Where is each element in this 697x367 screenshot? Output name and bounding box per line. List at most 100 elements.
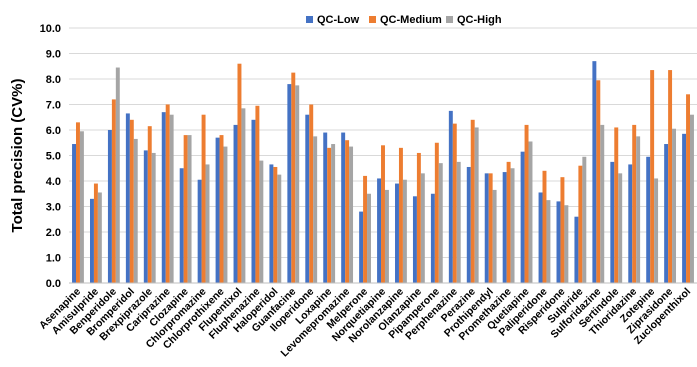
y-tick-label: 3.0 [46, 202, 61, 214]
legend-label-qc-high: QC-High [457, 14, 502, 26]
y-tick-label: 2.0 [46, 227, 61, 239]
bar-qc-medium [111, 99, 116, 284]
bar-qc-high [259, 160, 264, 283]
bar-qc-high [546, 200, 551, 283]
bar-qc-medium [201, 114, 206, 283]
bar-qc-medium [398, 147, 403, 283]
bar-qc-high [690, 114, 694, 283]
bar-qc-medium [506, 161, 511, 283]
bar-qc-high [492, 189, 497, 283]
bar-qc-high [438, 163, 443, 283]
bar-qc-high [79, 131, 84, 283]
bar-qc-high [313, 136, 318, 283]
bar-qc-high [672, 128, 677, 283]
bar-qc-low [125, 113, 130, 283]
bar-qc-medium [452, 123, 457, 283]
bar-qc-high [277, 174, 282, 283]
y-tick-label: 0.0 [46, 278, 61, 290]
bar-qc-medium [632, 124, 637, 284]
bar-qc-low [610, 161, 615, 283]
bar-qc-high [636, 136, 641, 283]
bar-qc-low [682, 133, 687, 283]
bar-qc-low [89, 198, 94, 283]
bar-qc-high [402, 179, 407, 283]
bar-qc-medium [327, 147, 332, 283]
bar-qc-low [143, 150, 148, 283]
bar-qc-low [215, 137, 220, 283]
bar-qc-medium [686, 94, 691, 283]
legend-label-qc-low: QC-Low [317, 14, 360, 26]
bar-qc-low [197, 179, 202, 283]
bar-qc-high [169, 114, 174, 283]
bar-qc-medium [614, 127, 619, 283]
bar-qc-medium [381, 145, 385, 283]
bar-qc-high [582, 156, 587, 283]
bar-qc-high [241, 108, 246, 283]
bar-qc-medium [560, 177, 565, 283]
y-tick-label: 4.0 [46, 176, 61, 188]
bar-qc-medium [578, 165, 583, 283]
bar-qc-high [295, 85, 300, 283]
bar-qc-high [331, 144, 336, 283]
bar-qc-medium [345, 140, 350, 283]
bar-qc-medium [542, 170, 547, 283]
bar-qc-medium [183, 135, 188, 283]
bar-qc-medium [416, 152, 421, 283]
y-tick-label: 10.0 [40, 23, 61, 35]
bar-qc-high [474, 127, 479, 283]
legend-swatch-qc-low [306, 16, 313, 23]
bar-qc-medium [255, 105, 260, 284]
bar-qc-low [305, 114, 310, 283]
bar-qc-low [646, 156, 651, 283]
bar-qc-medium [291, 72, 296, 283]
y-tick-label: 6.0 [46, 125, 61, 137]
bar-qc-low [556, 201, 561, 283]
bar-qc-low [341, 132, 346, 283]
bar-qc-medium [93, 183, 98, 283]
bar-qc-low [484, 173, 489, 283]
bar-qc-low [377, 178, 382, 283]
bar-qc-low [287, 84, 292, 283]
bar-qc-medium [434, 142, 439, 283]
bar-qc-medium [165, 104, 170, 283]
bar-qc-low [664, 144, 669, 283]
bar-qc-high [205, 164, 210, 283]
bar-qc-high [600, 124, 605, 284]
legend: QC-Low QC-Medium QC-High [306, 14, 502, 26]
bar-qc-medium [273, 166, 278, 283]
bar-qc-low [179, 168, 184, 283]
bar-qc-high [420, 173, 425, 283]
y-tick-labels: 0.0 1.0 2.0 3.0 4.0 5.0 6.0 7.0 8.0 9.0 10.0 [40, 23, 61, 290]
bar-qc-high [115, 67, 120, 284]
bar-qc-low [430, 193, 435, 283]
y-axis-title: Total precision (CV%) [9, 79, 26, 233]
bar-qc-medium [219, 135, 224, 283]
bar-qc-high [151, 152, 156, 283]
bar-qc-low [412, 196, 417, 283]
bar-qc-medium [470, 119, 475, 283]
bar-qc-low [72, 144, 76, 283]
bar-qc-high [510, 168, 515, 283]
bar-qc-high [97, 192, 102, 283]
bar-qc-medium [309, 104, 314, 283]
bar-qc-low [592, 61, 597, 284]
bar-qc-high [618, 173, 623, 283]
bar-qc-medium [650, 70, 655, 283]
bar-qc-high [223, 146, 228, 283]
bar-qc-low [233, 124, 238, 284]
bar-qc-low [161, 112, 166, 284]
x-category-labels: AsenapineAmisulprideBenperidoleBromperid… [37, 286, 693, 360]
bar-qc-low [323, 132, 328, 283]
bar-qc-medium [488, 173, 493, 283]
bar-qc-low [359, 211, 364, 283]
bar-qc-low [107, 130, 112, 283]
bar-qc-medium [363, 175, 368, 283]
bar-qc-low [628, 164, 633, 283]
bar-qc-low [448, 110, 453, 283]
bar-qc-low [251, 119, 256, 283]
bar-qc-medium [237, 63, 242, 284]
bar-qc-medium [524, 124, 529, 284]
bar-qc-high [654, 178, 659, 283]
bar-qc-low [502, 172, 507, 283]
bar-qc-high [564, 205, 569, 283]
